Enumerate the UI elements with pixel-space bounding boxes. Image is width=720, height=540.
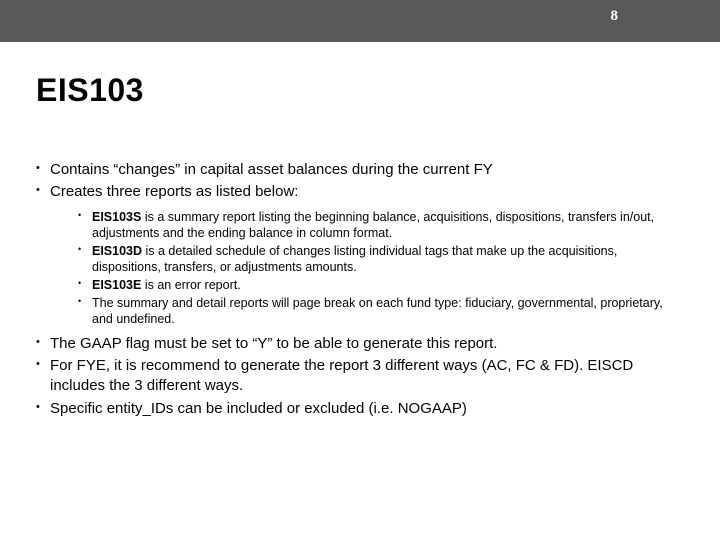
- bullet-list-bottom: The GAAP flag must be set to “Y” to be a…: [36, 334, 684, 419]
- sub-bullet-item: EIS103S is a summary report listing the …: [78, 209, 684, 242]
- slide: { "page_number": "8", "title": "EIS103",…: [0, 0, 720, 540]
- slide-content: Contains “changes” in capital asset bala…: [36, 160, 684, 421]
- sub-bullet-item: EIS103D is a detailed schedule of change…: [78, 243, 684, 276]
- bullet-item: The GAAP flag must be set to “Y” to be a…: [36, 334, 684, 354]
- sub-bullet-bold: EIS103D: [92, 244, 142, 258]
- page-number: 8: [611, 8, 619, 25]
- sub-bullet-bold: EIS103E: [92, 278, 141, 292]
- sub-bullet-text: is a summary report listing the beginnin…: [92, 210, 654, 241]
- sub-bullet-text: is a detailed schedule of changes listin…: [92, 244, 617, 275]
- sub-bullet-text: is an error report.: [141, 278, 240, 292]
- bullet-item: For FYE, it is recommend to generate the…: [36, 356, 684, 397]
- bullet-item: Contains “changes” in capital asset bala…: [36, 160, 684, 180]
- sub-bullet-text: The summary and detail reports will page…: [92, 296, 663, 327]
- sub-bullet-bold: EIS103S: [92, 210, 141, 224]
- sub-bullet-item: EIS103E is an error report.: [78, 277, 684, 294]
- slide-title: EIS103: [36, 72, 144, 109]
- bullet-item: Creates three reports as listed below:: [36, 182, 684, 202]
- sub-bullet-list: EIS103S is a summary report listing the …: [36, 209, 684, 328]
- bullet-item: Specific entity_IDs can be included or e…: [36, 399, 684, 419]
- sub-bullet-item: The summary and detail reports will page…: [78, 295, 684, 328]
- bullet-list-top: Contains “changes” in capital asset bala…: [36, 160, 684, 203]
